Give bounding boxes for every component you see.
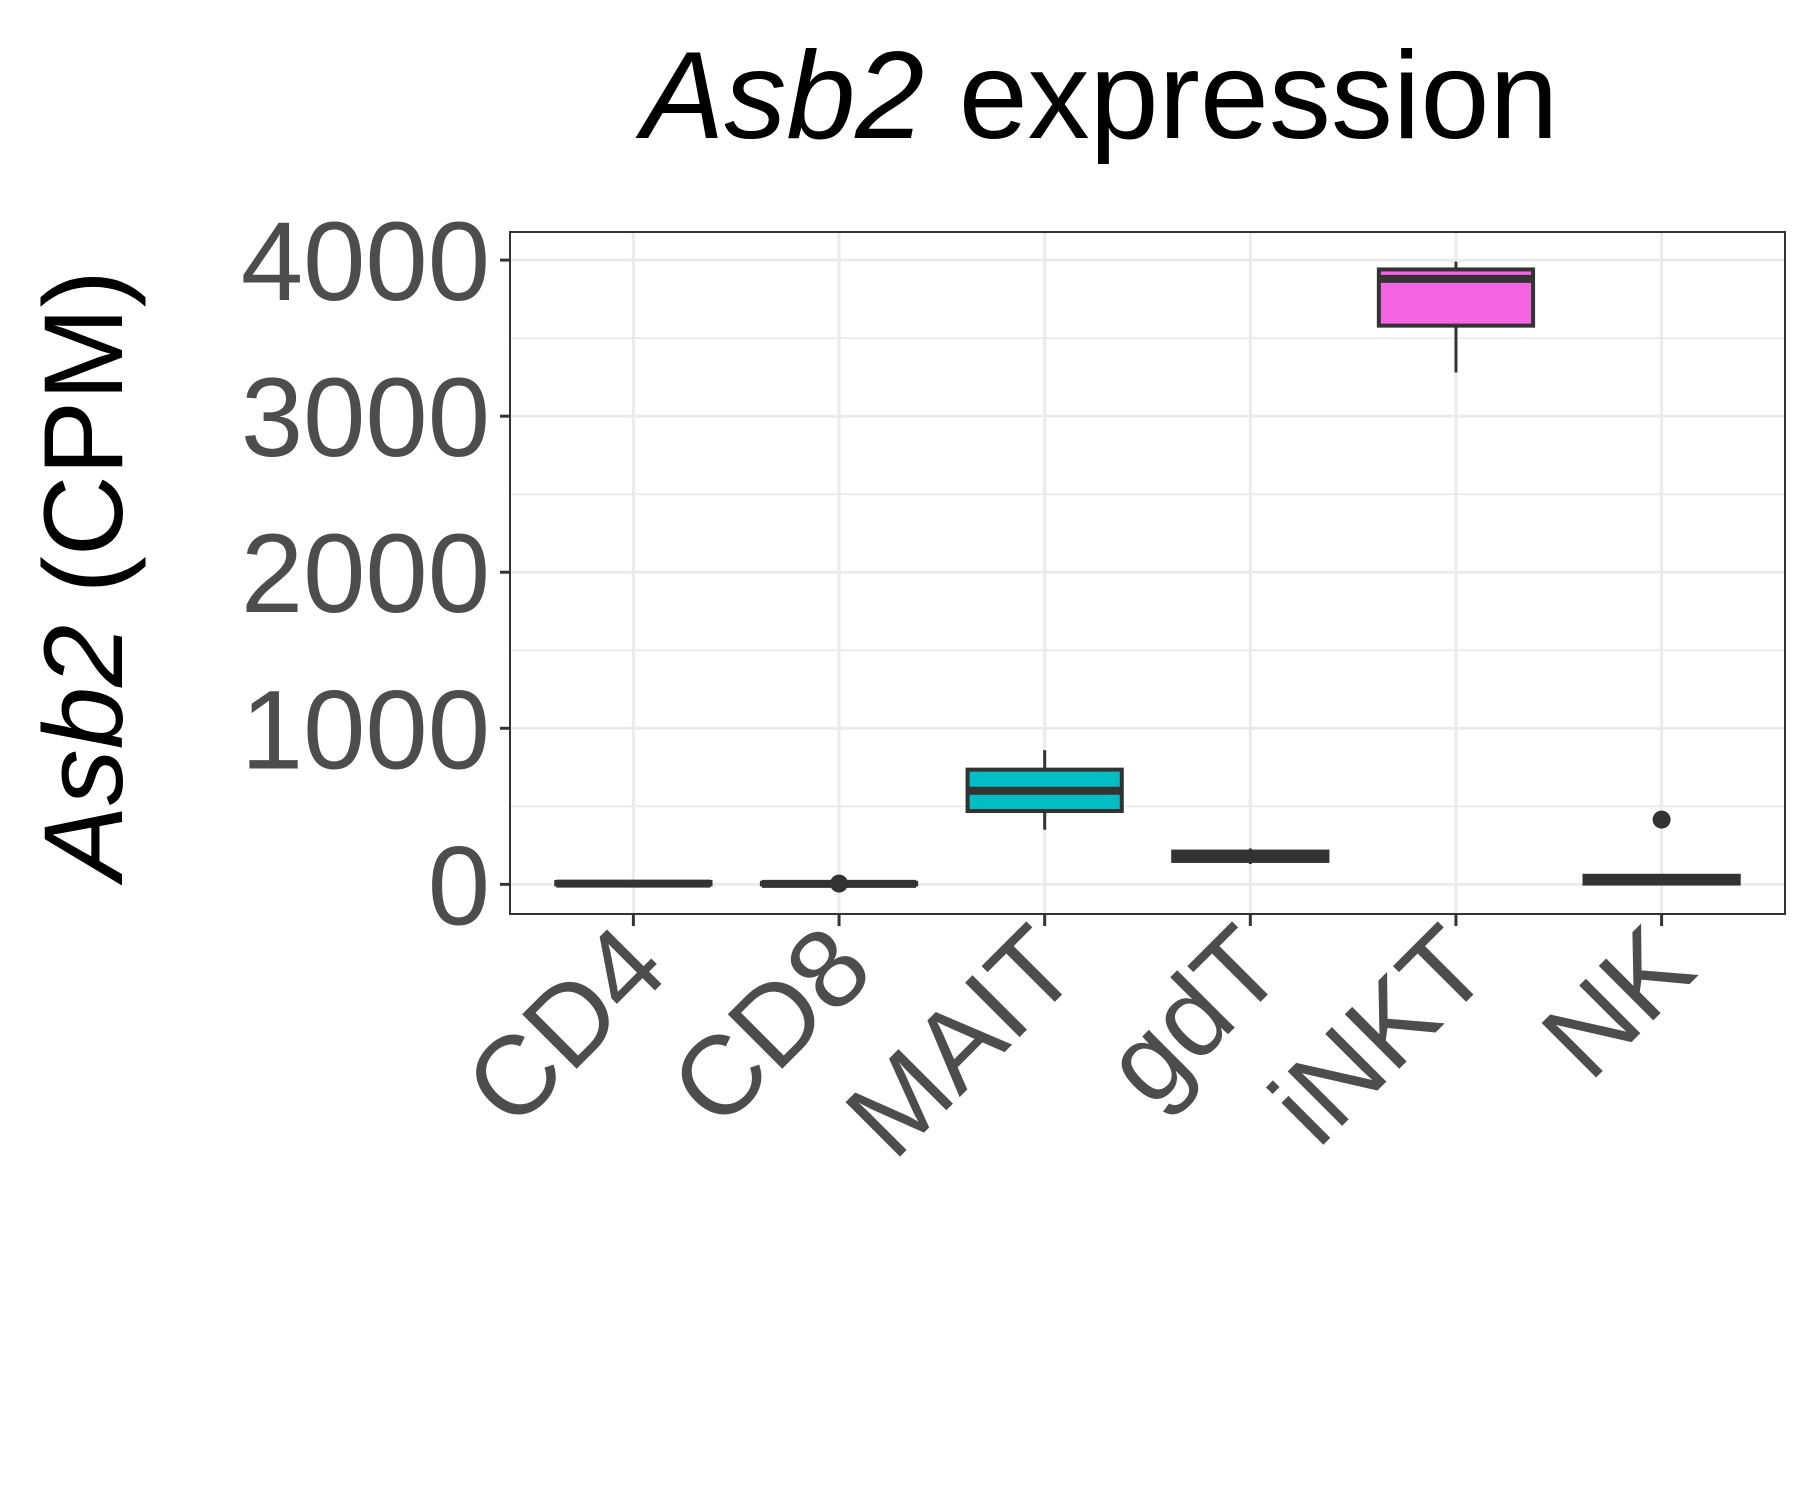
- y-tick-label: 4000: [241, 199, 490, 324]
- box-mait: [965, 750, 1124, 830]
- x-tick-label-nk: NK: [1518, 903, 1716, 1101]
- y-tick-label: 0: [428, 823, 490, 948]
- chart-title-suffix: expression: [924, 27, 1558, 165]
- x-tick-label-inkt: iNKT: [1247, 903, 1511, 1167]
- y-axis-label-unit: (CPM): [21, 270, 146, 625]
- y-axis: 0 1000 2000 3000 4000: [241, 199, 510, 948]
- y-tick-label: 1000: [241, 667, 490, 792]
- box-cd4: [554, 879, 713, 888]
- chart-title-gene: Asb2: [635, 27, 925, 165]
- box-outlier-point: [1652, 810, 1671, 829]
- x-tick-label-mait: MAIT: [822, 903, 1100, 1181]
- y-tick-label: 2000: [241, 511, 490, 636]
- boxplot-series: [554, 261, 1741, 893]
- chart-title: Asb2 expression: [635, 27, 1559, 165]
- box-nk: [1582, 810, 1741, 886]
- grid-lines: [510, 232, 1785, 914]
- y-tick-label: 3000: [241, 355, 490, 480]
- box-cd8: [759, 874, 919, 893]
- box-inkt: [1376, 261, 1536, 373]
- box-outlier-point: [830, 874, 849, 893]
- y-axis-label: Asb2 (CPM): [21, 270, 146, 886]
- box-gdt: [1171, 848, 1330, 865]
- y-axis-label-gene: Asb2: [21, 625, 146, 886]
